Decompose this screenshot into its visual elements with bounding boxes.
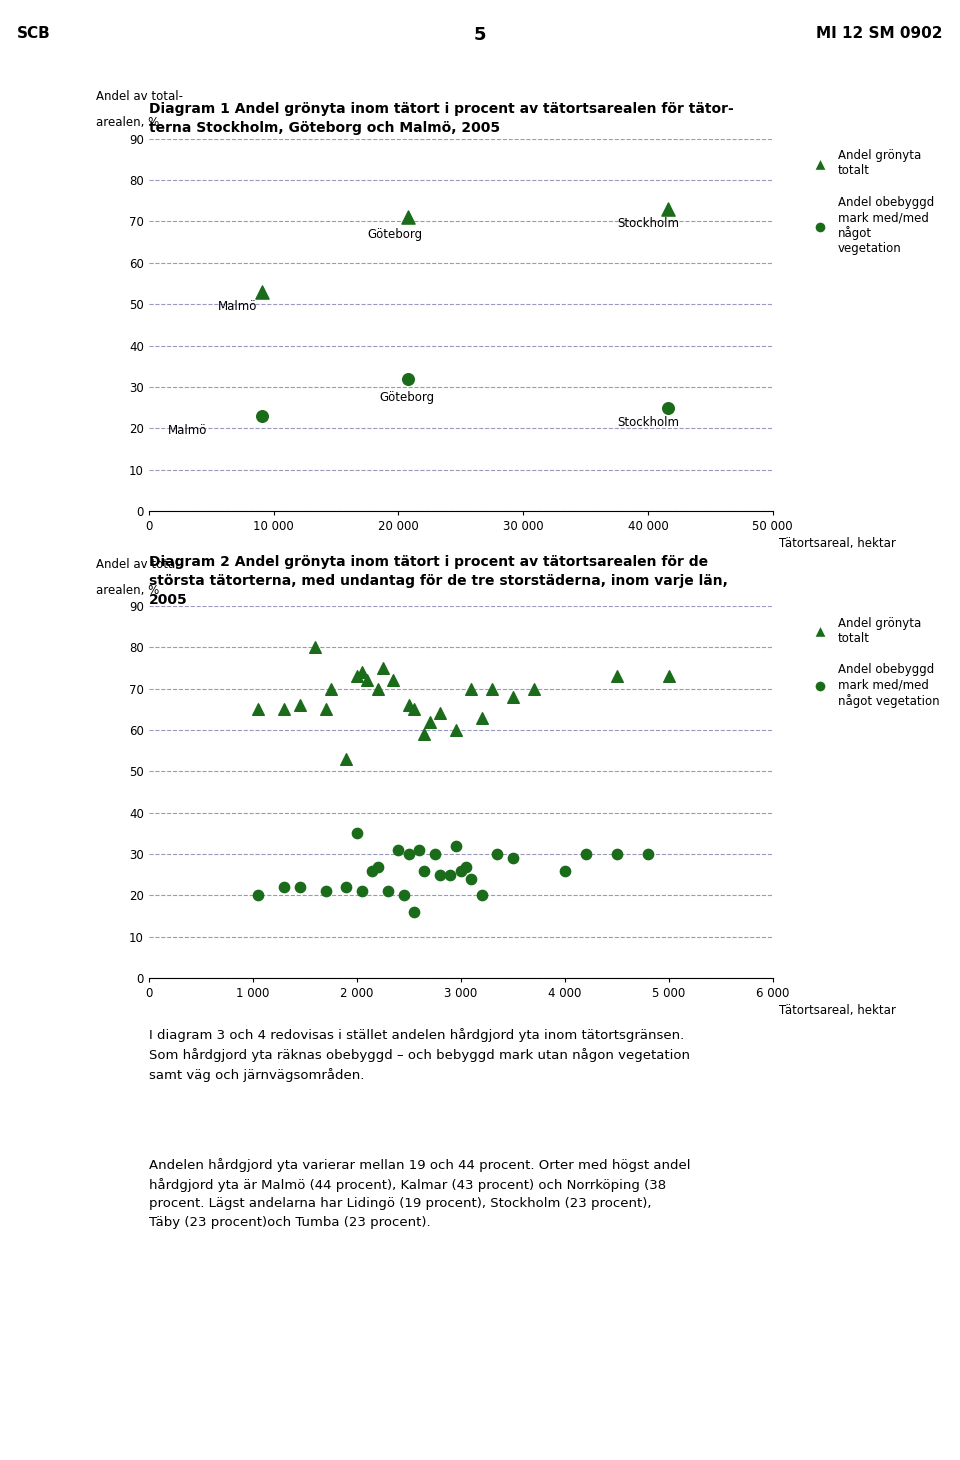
Point <box>417 858 432 882</box>
Point <box>448 718 464 742</box>
Point <box>339 876 354 899</box>
Point <box>251 698 266 721</box>
Text: SCB: SCB <box>17 26 51 41</box>
Text: arealen, %: arealen, % <box>96 584 159 597</box>
Point <box>427 842 443 866</box>
Point <box>640 842 656 866</box>
Point <box>318 879 333 902</box>
Text: Diagram 1 Andel grönyta inom tätort i procent av tätortsarealen för tätor-
terna: Diagram 1 Andel grönyta inom tätort i pr… <box>149 102 733 136</box>
Point <box>432 863 447 886</box>
Point <box>375 657 391 680</box>
Text: Andel av total-: Andel av total- <box>96 558 182 571</box>
Point <box>354 660 370 683</box>
Point <box>609 664 624 688</box>
Point <box>412 838 427 861</box>
Point <box>505 685 520 708</box>
Point <box>660 197 676 220</box>
Text: Malmö: Malmö <box>168 425 207 437</box>
Point <box>380 879 396 902</box>
Text: MI 12 SM 0902: MI 12 SM 0902 <box>816 26 943 41</box>
Point <box>396 883 411 907</box>
Point <box>276 876 292 899</box>
Point <box>432 702 447 726</box>
Text: Stockholm: Stockholm <box>617 218 679 231</box>
Point <box>443 863 458 886</box>
Text: Göteborg: Göteborg <box>368 228 422 241</box>
Point <box>292 694 307 717</box>
Point <box>474 883 490 907</box>
Point <box>417 723 432 746</box>
Point <box>391 838 406 861</box>
Point <box>464 677 479 701</box>
Point <box>254 280 270 304</box>
Point <box>254 404 270 428</box>
Point <box>578 842 593 866</box>
Point <box>276 698 292 721</box>
Point <box>359 669 374 692</box>
Text: 5: 5 <box>473 26 487 44</box>
Point <box>324 677 339 701</box>
Point <box>400 366 416 390</box>
Text: Göteborg: Göteborg <box>380 391 435 404</box>
Point <box>484 677 499 701</box>
Text: Andel av total-: Andel av total- <box>96 91 182 104</box>
Point <box>354 879 370 902</box>
Text: Malmö: Malmö <box>218 301 257 312</box>
Point <box>458 854 473 877</box>
Point <box>401 694 417 717</box>
Point <box>557 858 572 882</box>
Legend: Andel grönyta
totalt, Andel obebyggd
mark med/med
något vegetation: Andel grönyta totalt, Andel obebyggd mar… <box>804 612 945 712</box>
Text: Tätortsareal, hektar: Tätortsareal, hektar <box>780 537 896 550</box>
Text: Diagram 2 Andel grönyta inom tätort i procent av tätortsarealen för de
största t: Diagram 2 Andel grönyta inom tätort i pr… <box>149 555 728 607</box>
Point <box>448 834 464 857</box>
Text: Andelen hårdgjord yta varierar mellan 19 och 44 procent. Orter med högst andel
h: Andelen hårdgjord yta varierar mellan 19… <box>149 1158 690 1229</box>
Point <box>386 669 401 692</box>
Point <box>370 854 385 877</box>
Point <box>422 710 438 733</box>
Point <box>292 876 307 899</box>
Point <box>349 664 365 688</box>
Point <box>609 842 624 866</box>
Point <box>400 206 416 229</box>
Point <box>526 677 541 701</box>
Text: I diagram 3 och 4 redovisas i stället andelen hårdgjord yta inom tätortsgränsen.: I diagram 3 och 4 redovisas i stället an… <box>149 1028 690 1082</box>
Point <box>406 698 421 721</box>
Text: arealen, %: arealen, % <box>96 117 159 130</box>
Point <box>406 901 421 924</box>
Point <box>474 707 490 730</box>
Point <box>307 635 323 658</box>
Point <box>339 748 354 771</box>
Point <box>660 396 676 419</box>
Point <box>464 867 479 891</box>
Point <box>490 842 505 866</box>
Point <box>318 698 333 721</box>
Text: Stockholm: Stockholm <box>617 416 679 429</box>
Legend: Andel grönyta
totalt, Andel obebyggd
mark med/med
något
vegetation: Andel grönyta totalt, Andel obebyggd mar… <box>804 145 939 260</box>
Point <box>251 883 266 907</box>
Point <box>349 822 365 845</box>
Point <box>661 664 677 688</box>
Text: Tätortsareal, hektar: Tätortsareal, hektar <box>780 1004 896 1018</box>
Point <box>365 858 380 882</box>
Point <box>370 677 385 701</box>
Point <box>453 858 468 882</box>
Point <box>505 847 520 870</box>
Point <box>401 842 417 866</box>
